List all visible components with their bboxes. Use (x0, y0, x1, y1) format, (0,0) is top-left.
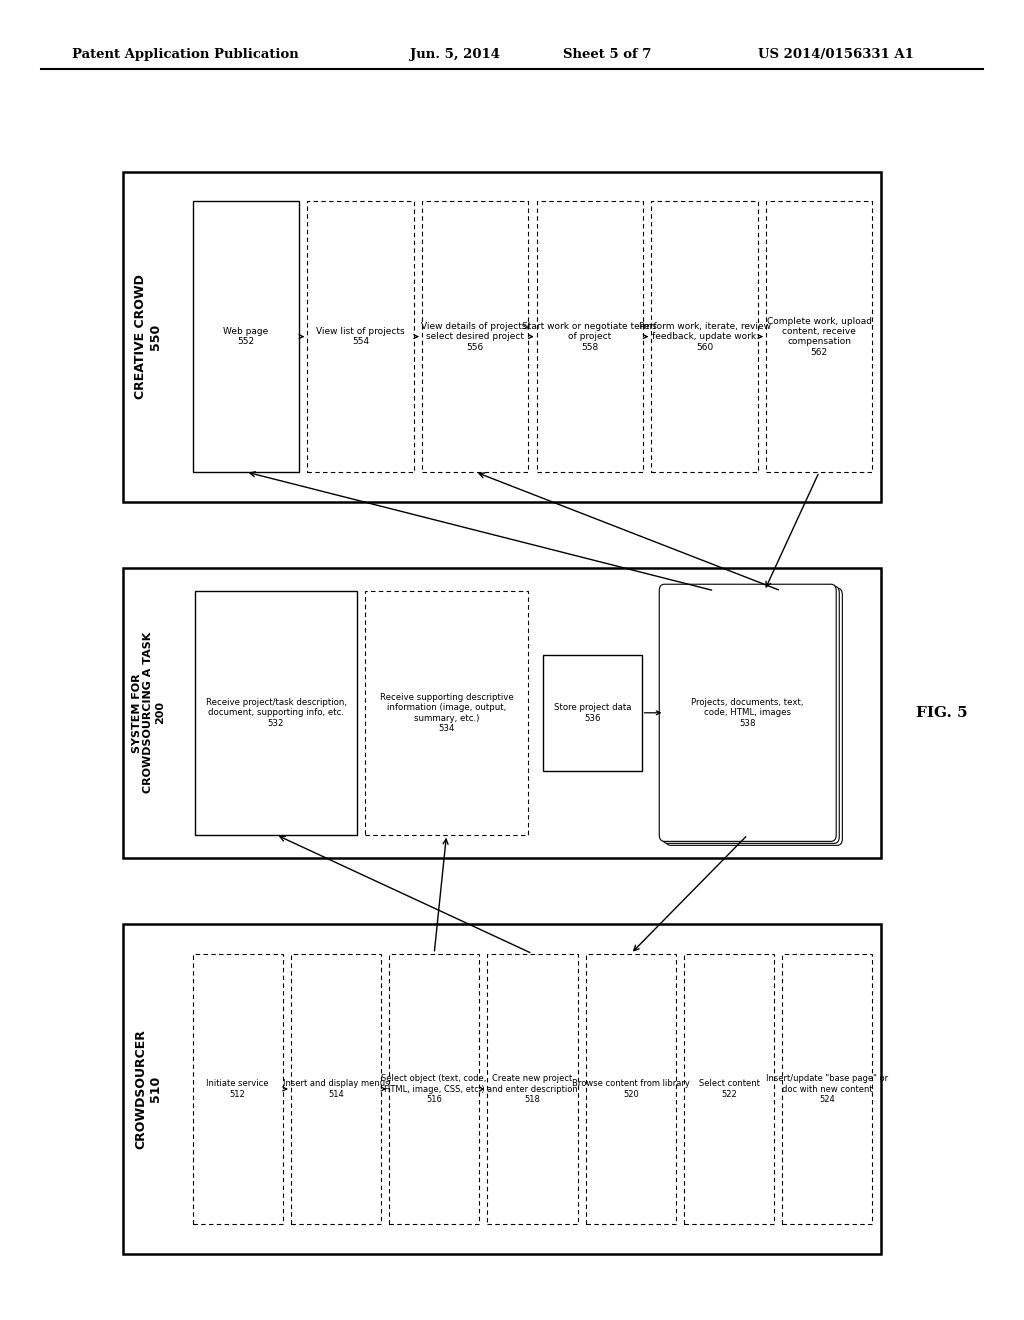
Text: Start work or negotiate terms
of project
558: Start work or negotiate terms of project… (522, 322, 657, 351)
Bar (651, 202, 758, 473)
FancyBboxPatch shape (666, 589, 843, 845)
Bar (389, 953, 479, 1225)
Text: Insert and display menus
514: Insert and display menus 514 (283, 1080, 389, 1098)
Text: Receive project/task description,
document, supporting info, etc.
532: Receive project/task description, docume… (206, 698, 346, 727)
Bar (123, 924, 881, 1254)
Text: Sheet 5 of 7: Sheet 5 of 7 (563, 48, 651, 61)
Text: Receive supporting descriptive
information (image, output,
summary, etc.)
534: Receive supporting descriptive informati… (380, 693, 513, 733)
Text: Initiate service
512: Initiate service 512 (206, 1080, 269, 1098)
Text: Projects, documents, text,
code, HTML, images
538: Projects, documents, text, code, HTML, i… (691, 698, 804, 727)
Text: Select object (text, code,
HTML, image, CSS, etc.)
516: Select object (text, code, HTML, image, … (382, 1074, 486, 1104)
FancyBboxPatch shape (663, 586, 840, 843)
Text: Complete work, upload
content, receive
compensation
562: Complete work, upload content, receive c… (767, 317, 871, 356)
Bar (537, 202, 643, 473)
Text: SYSTEM FOR
CROWDSOURCING A TASK
200: SYSTEM FOR CROWDSOURCING A TASK 200 (132, 632, 165, 793)
Bar (487, 953, 578, 1225)
Text: Browse content from library
520: Browse content from library 520 (571, 1080, 690, 1098)
Bar (782, 953, 872, 1225)
FancyBboxPatch shape (659, 585, 837, 841)
Text: View list of projects
554: View list of projects 554 (316, 327, 404, 346)
Bar (365, 591, 528, 834)
Bar (422, 202, 528, 473)
Text: CROWDSOURCER
510: CROWDSOURCER 510 (134, 1030, 163, 1148)
Bar (543, 655, 642, 771)
Text: Select content
522: Select content 522 (698, 1080, 760, 1098)
Text: View details of projects/
select desired project
556: View details of projects/ select desired… (421, 322, 529, 351)
Bar (193, 202, 299, 473)
Text: Perform work, iterate, review
feedback, update work
560: Perform work, iterate, review feedback, … (639, 322, 770, 351)
Text: Insert/update "base page" or
doc with new content
524: Insert/update "base page" or doc with ne… (766, 1074, 889, 1104)
Bar (766, 202, 872, 473)
Text: FIG. 5: FIG. 5 (916, 706, 968, 719)
Text: Patent Application Publication: Patent Application Publication (72, 48, 298, 61)
Text: Jun. 5, 2014: Jun. 5, 2014 (410, 48, 500, 61)
Bar (195, 591, 357, 834)
Bar (586, 953, 676, 1225)
Bar (193, 953, 283, 1225)
Text: Web page
552: Web page 552 (223, 327, 268, 346)
Text: CREATIVE CROWD
550: CREATIVE CROWD 550 (134, 275, 163, 399)
Bar (307, 202, 414, 473)
Bar (123, 172, 881, 502)
Bar (291, 953, 381, 1225)
Bar (684, 953, 774, 1225)
Text: Store project data
536: Store project data 536 (554, 704, 631, 722)
Text: US 2014/0156331 A1: US 2014/0156331 A1 (758, 48, 913, 61)
Bar (123, 568, 881, 858)
Text: Create new project
and enter description
518: Create new project and enter description… (487, 1074, 578, 1104)
